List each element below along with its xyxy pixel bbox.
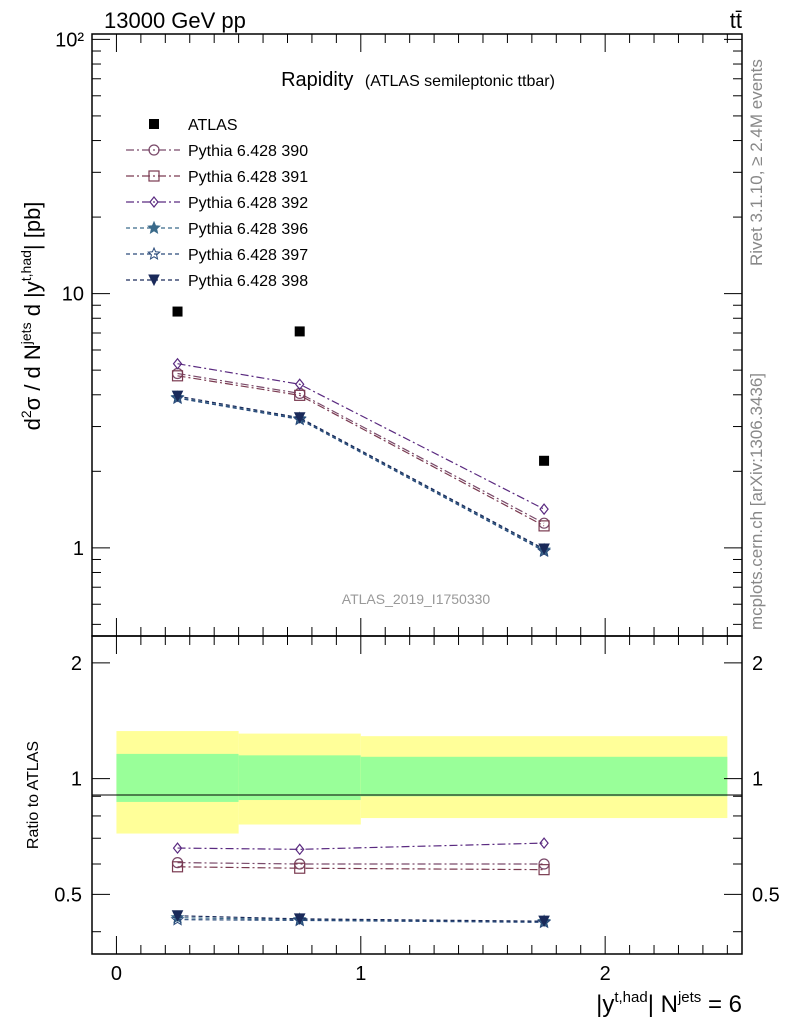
y-tick-label: 10: [62, 284, 84, 306]
inner-band: [360, 756, 728, 797]
series-line-pythia-6-428-391: [177, 375, 545, 527]
main-y-axis-label: d2σ / d Njets d |yt,had| [pb]: [18, 202, 45, 431]
atlas-data-point: [172, 306, 183, 317]
ratio-x-ticks: 0 1 2: [111, 636, 728, 985]
legend-label-pythia-6-428-391: Pythia 6.428 391: [188, 169, 308, 186]
series-point-pythia-6-428-391: [171, 370, 184, 382]
series-point-pythia-6-428-391: [538, 520, 550, 532]
legend-marker-atlas: [149, 119, 159, 129]
ratio-point-pythia-6-428-391: [294, 862, 306, 874]
ratio-y-ticks: 0.5 0.5 1 1 2 2: [54, 653, 780, 933]
legend-label-pythia-6-428-392: Pythia 6.428 392: [188, 195, 308, 212]
ratio-point-pythia-6-428-397: [170, 912, 185, 926]
ratio-point-pythia-6-428-392: [172, 842, 183, 855]
series-line-pythia-6-428-397: [177, 397, 545, 552]
legend-label-pythia-6-428-396: Pythia 6.428 396: [188, 221, 308, 238]
series-line-pythia-6-428-392: [177, 363, 545, 510]
legend: ATLAS Pythia 6.428 390 Pythia 6.428 391 Pyt…: [126, 117, 308, 290]
main-series: [170, 357, 552, 558]
main-x-ticks: [115, 34, 728, 636]
series-point-pythia-6-428-392: [294, 378, 305, 391]
legend-marker-pythia-6-428-397: [147, 246, 161, 260]
ratio-tick-label: 0.5: [54, 884, 82, 906]
legend-label-pythia-6-428-398: Pythia 6.428 398: [188, 273, 308, 290]
series-line-pythia-6-428-396: [177, 396, 545, 551]
inner-band: [238, 755, 361, 801]
ratio-uncertainty-bands: [116, 731, 728, 834]
ratio-point-pythia-6-428-391: [171, 861, 184, 873]
legend-label-atlas: ATLAS: [188, 117, 238, 134]
series-point-pythia-6-428-398: [538, 543, 550, 556]
ratio-line-pythia-6-428-391: [177, 866, 545, 871]
plot-title-main: Rapidity: [281, 69, 353, 91]
legend-marker-pythia-6-428-391: [148, 170, 160, 182]
header-energy-label: 13000 GeV pp: [104, 8, 246, 33]
plot-title: Rapidity (ATLAS semileptonic ttbar): [281, 69, 555, 91]
ratio-tick-label: 0.5: [752, 884, 780, 906]
series-point-pythia-6-428-392: [539, 503, 549, 516]
series-point-pythia-6-428-391: [294, 389, 306, 401]
series-line-pythia-6-428-398: [177, 395, 545, 550]
ratio-point-pythia-6-428-391: [538, 864, 550, 876]
legend-label-pythia-6-428-397: Pythia 6.428 397: [188, 247, 308, 264]
legend-label-pythia-6-428-390: Pythia 6.428 390: [188, 143, 308, 160]
main-y-ticks: 1 10 10²: [55, 29, 742, 625]
ratio-panel: 0.5 0.5 1 1 2 2 0 1 2 Ratio to ATLAS: [25, 635, 780, 985]
series-line-pythia-6-428-390: [177, 372, 545, 524]
ratio-point-pythia-6-428-392: [294, 843, 305, 856]
series-point-pythia-6-428-392: [172, 357, 183, 370]
legend-marker-pythia-6-428-396: [147, 220, 161, 234]
data-points: [172, 306, 550, 466]
atlas-data-point: [539, 455, 550, 466]
legend-marker-pythia-6-428-390: [148, 144, 160, 156]
ratio-tick-label: 1: [752, 769, 763, 791]
x-tick-label: 2: [600, 963, 611, 985]
ratio-point-pythia-6-428-398: [538, 915, 550, 928]
plot-title-sub: (ATLAS semileptonic ttbar): [365, 73, 555, 90]
y-tick-label: 1: [73, 538, 84, 560]
atlas-data-point: [294, 326, 305, 337]
ratio-tick-label: 2: [752, 653, 763, 675]
ratio-series: [170, 837, 552, 929]
ratio-point-pythia-6-428-392: [539, 837, 549, 850]
ratio-line-pythia-6-428-392: [177, 842, 545, 850]
ratio-point-pythia-6-428-398: [293, 913, 306, 925]
ratio-tick-label: 2: [71, 653, 82, 675]
mcplots-label: mcplots.cern.ch [arXiv:1306.3436]: [747, 373, 766, 630]
analysis-label: ATLAS_2019_I1750330: [342, 591, 491, 607]
ratio-y-axis-label: Ratio to ATLAS: [25, 741, 42, 849]
x-tick-label: 1: [355, 963, 366, 985]
ratio-point-pythia-6-428-390: [538, 858, 550, 870]
series-point-pythia-6-428-398: [171, 390, 184, 403]
ratio-point-pythia-6-428-398: [171, 910, 184, 922]
header-process-label: tt̄: [730, 8, 742, 33]
main-panel: 1 10 10² Rapidity (ATLAS semileptonic ttba…: [18, 29, 743, 637]
y-tick-label: 10²: [55, 29, 84, 51]
x-tick-label: 0: [111, 963, 122, 985]
ratio-tick-label: 1: [71, 769, 82, 791]
inner-band: [116, 753, 239, 802]
x-axis-label: |yt,had| Njets = 6: [596, 989, 742, 1018]
series-point-pythia-6-428-398: [293, 412, 306, 424]
legend-marker-pythia-6-428-398: [148, 274, 160, 287]
rivet-label: Rivet 3.1.10, ≥ 2.4M events: [747, 59, 766, 266]
ratio-line-pythia-6-428-390: [177, 862, 545, 865]
legend-marker-pythia-6-428-392: [149, 196, 159, 208]
